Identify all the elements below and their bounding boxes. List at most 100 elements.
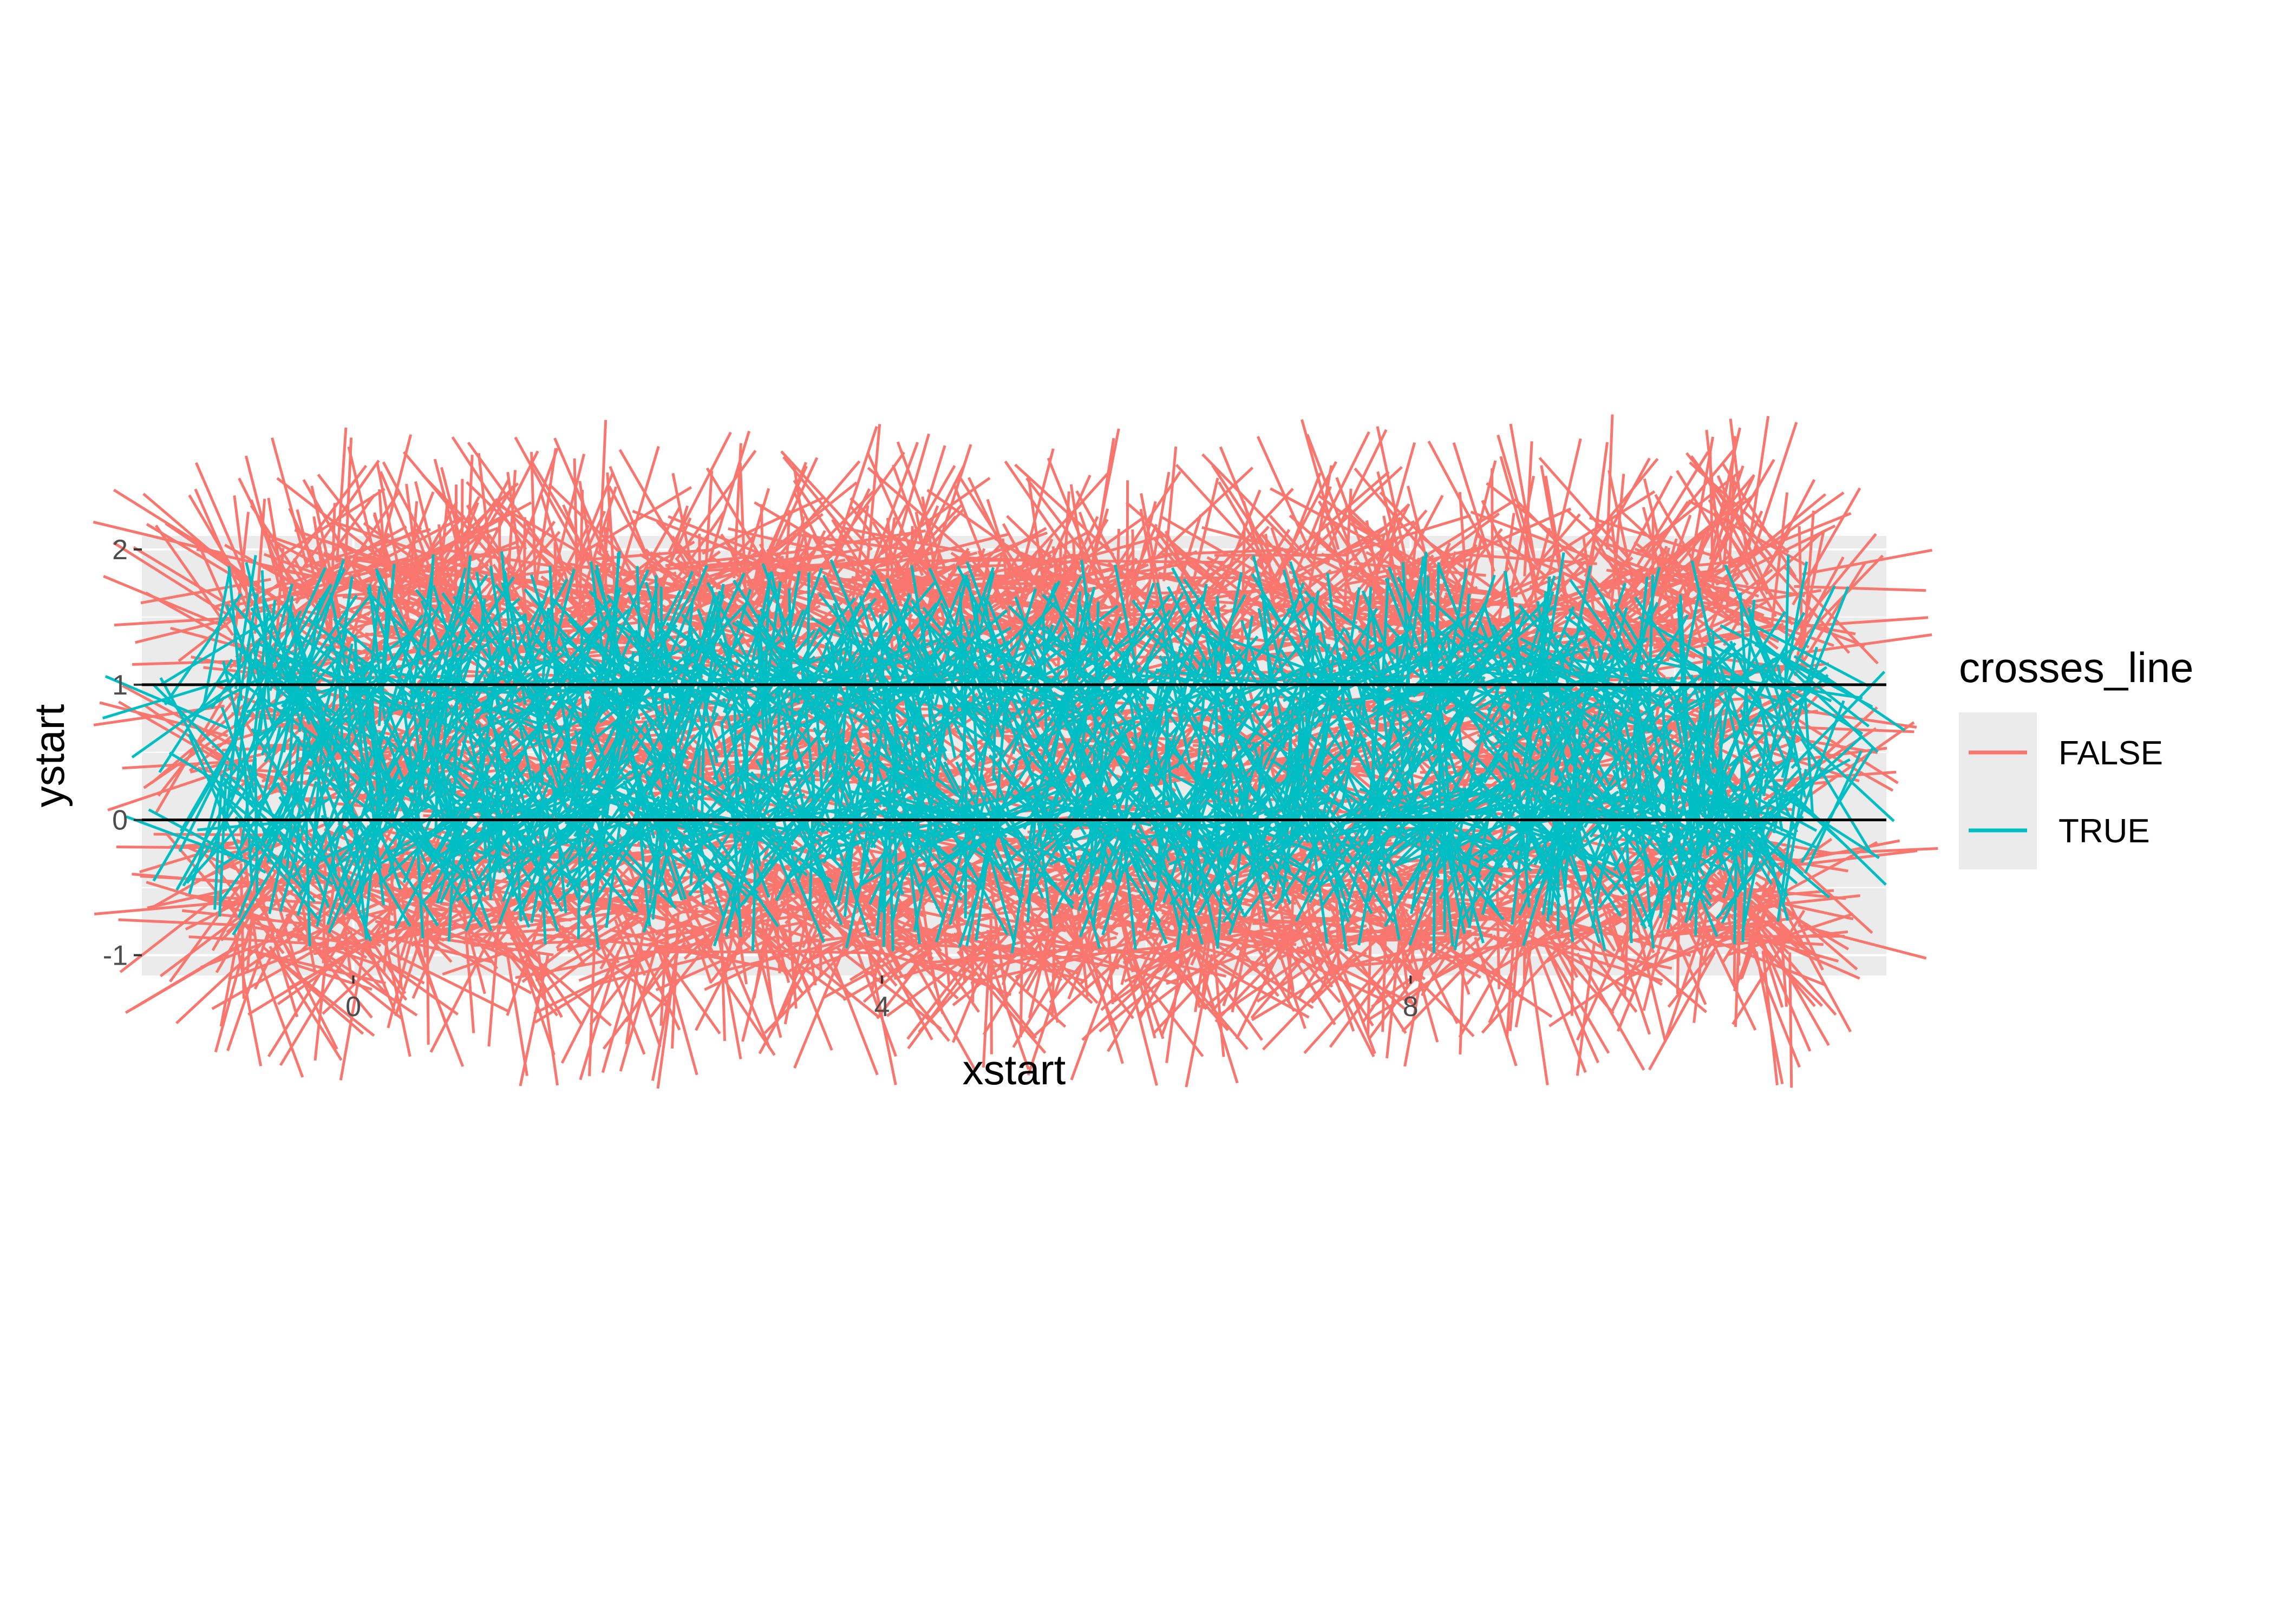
segment-true (298, 777, 369, 896)
segment-false (1664, 911, 1710, 1040)
segment-false (473, 939, 606, 947)
segment-false (245, 947, 373, 991)
segment-true (1364, 662, 1463, 756)
segment-true (1726, 709, 1799, 826)
segment-true (827, 751, 942, 823)
segment-false (276, 477, 384, 561)
segment-true (1689, 731, 1723, 864)
reference-lines (142, 683, 1886, 822)
segment-false (1646, 449, 1735, 555)
segment-true (1437, 688, 1442, 824)
segment-true (920, 642, 985, 763)
segment-false (1793, 561, 1867, 677)
segment-true (964, 783, 968, 919)
segment-false (866, 424, 881, 559)
segment-true (907, 679, 1029, 738)
segment-true (966, 578, 994, 712)
segment-true (1388, 660, 1511, 717)
segment-false (1662, 916, 1794, 938)
segment-true (1340, 795, 1381, 926)
segment-false (1578, 553, 1663, 662)
segment-false (1509, 423, 1535, 558)
segment-false (783, 891, 813, 1025)
segment-false (646, 902, 773, 947)
segment-false (867, 467, 970, 557)
segment-true (1118, 594, 1205, 700)
segment-true (1410, 680, 1528, 747)
segment-true (592, 569, 650, 694)
segment-true (974, 600, 990, 736)
segment-false (1427, 440, 1494, 560)
segment-false (1526, 951, 1549, 1085)
segment-true (1031, 664, 1141, 744)
segment-false (411, 874, 468, 999)
segment-false (909, 953, 977, 1072)
segment-true (443, 803, 493, 931)
segment-true (126, 815, 251, 865)
segment-false (1658, 901, 1788, 934)
segment-true (885, 593, 922, 725)
segment-false (1605, 414, 1614, 550)
segment-false (413, 940, 465, 1068)
segment-false (1049, 898, 1136, 1004)
segment-true (1519, 637, 1639, 701)
segment-true (875, 800, 891, 936)
segment-true (818, 627, 902, 736)
segment-true (741, 607, 820, 719)
segment-true (1679, 594, 1689, 730)
segment-true (1453, 759, 1560, 844)
segment-true (1093, 789, 1184, 892)
segment-false (1242, 501, 1283, 632)
segment-true (1337, 652, 1374, 784)
segment-false (783, 873, 798, 1009)
segment-false (1571, 457, 1659, 564)
segment-true (1311, 668, 1438, 713)
segment-true (870, 800, 963, 901)
segment-false (1690, 589, 1822, 613)
segment-false (870, 442, 919, 569)
segment-true (473, 745, 566, 847)
segment-true (187, 734, 244, 859)
segment-false (1753, 422, 1798, 551)
segment-false (1740, 851, 1789, 979)
segment-true (188, 763, 228, 894)
segment-true (1738, 612, 1806, 731)
segment-false (496, 500, 593, 597)
segment-true (621, 676, 694, 793)
segment-true (1430, 679, 1537, 765)
segment-true (660, 750, 706, 879)
segment-true (296, 664, 378, 774)
segment-false (886, 465, 956, 583)
segment-true (1396, 576, 1464, 696)
segment-false (1715, 525, 1836, 586)
segment-false (420, 857, 499, 970)
segment-false (1175, 464, 1268, 565)
segment-false (343, 437, 353, 573)
segment-false (1306, 434, 1357, 561)
segment-true (264, 645, 335, 763)
segment-true (1137, 656, 1167, 789)
segment-true (328, 643, 354, 777)
segment-true (465, 806, 520, 932)
segment-false (269, 945, 343, 1061)
segment-false (1776, 724, 1894, 792)
segment-true (1618, 614, 1689, 732)
segment-false (593, 928, 646, 1055)
segment-true (279, 781, 318, 912)
segment-true (1684, 790, 1716, 923)
segment-false (297, 883, 419, 942)
segment-true (344, 778, 400, 904)
segment-true (901, 682, 923, 817)
segment-false (1548, 951, 1661, 1027)
segment-false (1722, 463, 1797, 578)
segment-true (1451, 651, 1541, 755)
segment-false (473, 925, 606, 937)
segment-true (1228, 806, 1274, 935)
segment-true (223, 770, 324, 862)
x-tick-label: 8 (1403, 991, 1419, 1023)
segment-true (734, 672, 857, 730)
segment-true (380, 669, 511, 695)
segment-true (583, 661, 671, 767)
segment-true (427, 655, 456, 788)
segment-false (695, 909, 759, 1031)
